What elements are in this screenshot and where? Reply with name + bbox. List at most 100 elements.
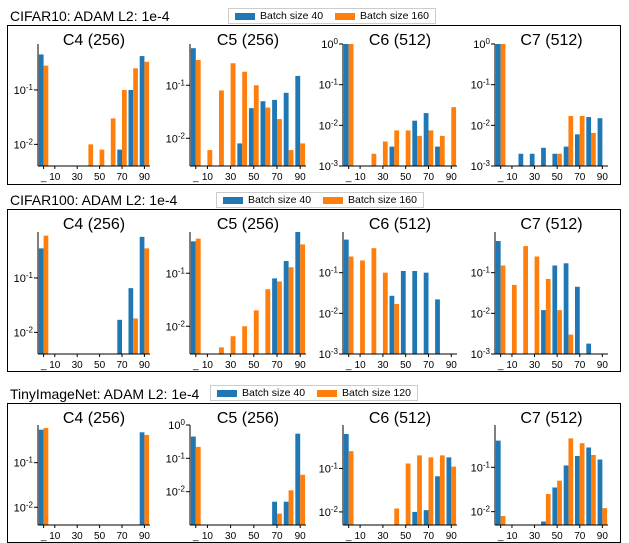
y-tick-label: 10-1 [166, 451, 186, 466]
bar [552, 487, 558, 525]
y-tick-label: 10-1 [14, 82, 34, 97]
bar [575, 134, 580, 166]
x-tick-label: 90 [295, 172, 307, 183]
bar [394, 130, 400, 166]
x-tick-label: 30 [72, 360, 84, 371]
x-tick-label: 70 [271, 172, 283, 183]
legend-swatch-orange [335, 12, 356, 20]
y-tick-label: 10-1 [166, 266, 186, 281]
bar [272, 501, 277, 525]
x-tick-label: 90 [446, 172, 458, 183]
bar [195, 238, 201, 354]
bar [88, 144, 94, 166]
bar [597, 459, 603, 525]
x-tick-label: 50 [248, 360, 260, 371]
bar [265, 107, 271, 166]
x-tick-label: 10 [506, 531, 518, 542]
x-tick-label: 70 [271, 360, 283, 371]
section-title-cifar10: CIFAR10: ADAM L2: 1e-4 [10, 8, 170, 24]
x-tick-label: 10 [202, 531, 214, 542]
x-tick-label: 70 [423, 172, 435, 183]
y-tick-label: 10-2 [166, 484, 186, 499]
bar [500, 44, 506, 166]
bar [117, 319, 122, 354]
bar [343, 434, 349, 525]
legend-swatch-blue [235, 12, 255, 20]
bar [43, 427, 49, 525]
bar [139, 236, 145, 354]
x-tick-label: 50 [552, 172, 564, 183]
bar [552, 153, 558, 166]
subplot-title: C5 (256) [217, 216, 279, 233]
bar [348, 256, 354, 354]
y-tick-label: 10-2 [319, 306, 339, 321]
y-tick-label: 10-2 [319, 118, 339, 133]
x-tick-label: 90 [139, 531, 151, 542]
bar [295, 75, 301, 166]
x-tick-label: 50 [248, 172, 260, 183]
x-tick-label: 90 [295, 360, 307, 371]
bar [122, 89, 127, 166]
legend-item-series1: Batch size 40 [235, 10, 323, 22]
x-tick-label: 50 [400, 531, 412, 542]
bar [495, 440, 501, 525]
subplot-title: C6 (512) [369, 216, 431, 233]
x-tick-label: _ [497, 360, 504, 371]
bar [545, 278, 551, 354]
bar [260, 101, 266, 166]
legend-swatch-orange [317, 389, 338, 397]
legend-item-series2: Batch size 160 [323, 194, 417, 206]
bar [412, 511, 418, 525]
legend-item-series1: Batch size 40 [223, 194, 311, 206]
bar [412, 120, 418, 166]
y-tick-label: 10-3 [319, 347, 339, 362]
bar [557, 153, 562, 166]
subplot-12: C7 (512) 10-1 10-2 _ 10 30 50 70 90 [471, 410, 609, 542]
x-tick-label: 50 [94, 172, 106, 183]
x-tick-label: _ [345, 531, 352, 542]
x-tick-label: 50 [94, 531, 106, 542]
x-tick-label: 70 [116, 172, 128, 183]
bar [541, 147, 546, 166]
legend-item-series1: Batch size 40 [217, 387, 305, 399]
bar [272, 99, 277, 166]
bar [144, 434, 150, 525]
subplot-5: C4 (256) 10-1 10-2 _ 10 30 50 70 90 [14, 216, 151, 371]
bar [568, 334, 574, 354]
x-tick-label: 70 [423, 360, 435, 371]
bar [389, 295, 395, 354]
x-tick-label: 30 [377, 531, 389, 542]
y-tick-label: 10-2 [166, 131, 186, 146]
bar [557, 480, 562, 525]
bar [435, 476, 440, 525]
y-tick-label: 10-1 [14, 455, 34, 470]
bar [253, 85, 259, 166]
bar [295, 433, 301, 525]
y-tick-label: 10-1 [319, 265, 339, 280]
legend-label: Batch size 40 [242, 387, 306, 399]
x-tick-label: 30 [529, 531, 541, 542]
x-tick-label: 70 [116, 531, 128, 542]
subplot-title: C4 (256) [63, 216, 125, 233]
legend-tinyimagenet: Batch size 40 Batch size 120 [210, 385, 418, 401]
y-tick-label: 10-1 [166, 78, 186, 93]
y-tick-label: 10-1 [471, 77, 491, 92]
y-tick-label: 10-2 [14, 137, 34, 152]
section-title-tinyimagenet: TinyImageNet: ADAM L2: 1e-4 [10, 386, 200, 402]
x-tick-label: 50 [400, 360, 412, 371]
bar [219, 347, 224, 354]
y-tick-label: 100 [473, 37, 490, 52]
legend-label: Batch size 160 [348, 194, 417, 206]
x-tick-label: _ [192, 360, 199, 371]
bar [579, 115, 585, 166]
subplot-title: C4 (256) [63, 410, 125, 427]
bar [446, 457, 452, 525]
subplot-title: C7 (512) [520, 410, 582, 427]
bar [117, 149, 122, 166]
y-tick-label: 10-2 [166, 319, 186, 334]
bar [248, 108, 254, 166]
bar [394, 508, 400, 525]
legend-cifar100: Batch size 40 Batch size 160 [216, 192, 424, 208]
x-tick-label: _ [497, 172, 504, 183]
subplot-3: C6 (512) 100 10-1 10-2 10-3 _ 10 30 50 70 90 [319, 32, 458, 183]
